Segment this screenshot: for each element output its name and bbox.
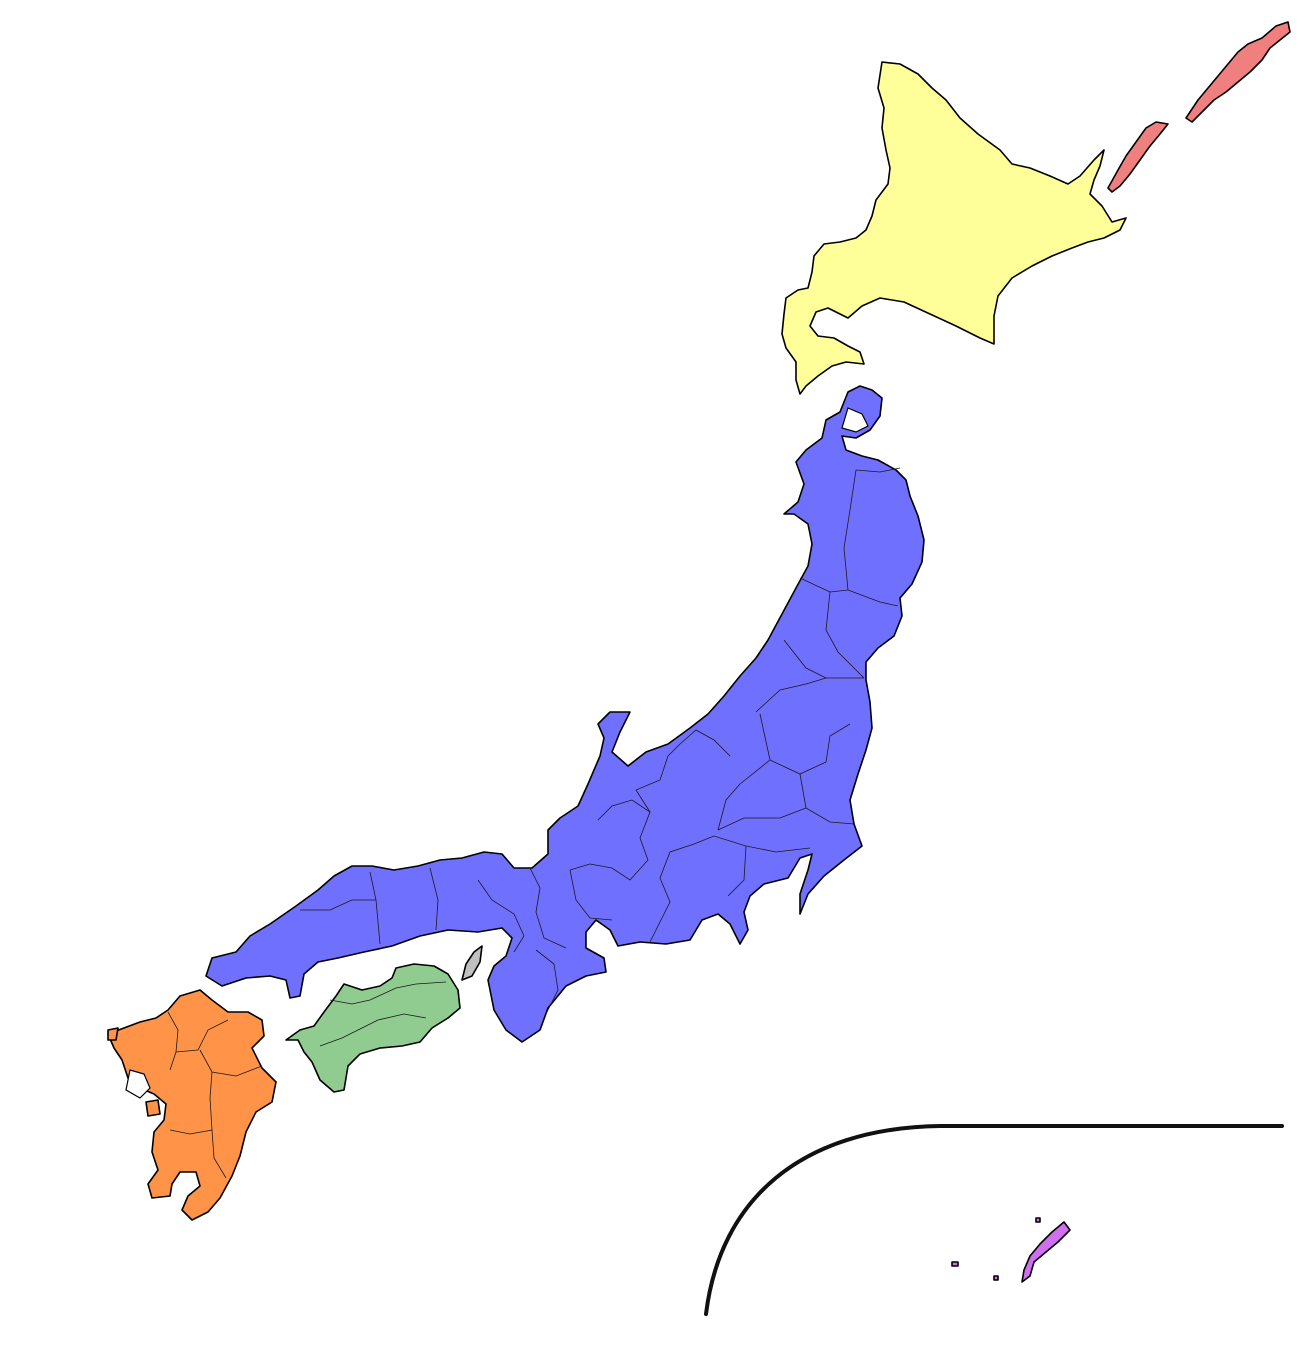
region-honshu[interactable] [205,385,925,1043]
kyushu-island-2[interactable] [107,1027,119,1041]
ariake-sea [125,1069,151,1099]
kuril-island-south[interactable] [1107,121,1169,193]
kyushu-island-1[interactable] [145,1099,161,1117]
kyushu-landmass[interactable] [107,989,277,1221]
okinawa-islet-1 [951,1261,959,1267]
shikoku-landmass[interactable] [285,963,461,1093]
okinawa-inset-border [704,1124,1284,1316]
kuril-island-north[interactable] [1185,21,1291,123]
shikoku-prefecture-borders [319,981,447,1047]
region-awaji[interactable] [461,945,483,981]
okinawa-main-island[interactable] [1021,1221,1071,1283]
region-kyushu[interactable] [107,989,277,1221]
mutsu-bay [841,407,869,433]
region-hokkaido[interactable] [781,61,1127,395]
okinawa-islet-2 [993,1275,999,1281]
kyushu-prefecture-borders [167,1011,263,1179]
region-okinawa[interactable] [951,1217,1071,1283]
region-kuril[interactable] [1107,21,1291,193]
okinawa-islet-3 [1035,1217,1041,1223]
honshu-landmass[interactable] [205,385,925,1043]
region-shikoku[interactable] [285,963,461,1093]
honshu-prefecture-borders [300,467,901,1015]
